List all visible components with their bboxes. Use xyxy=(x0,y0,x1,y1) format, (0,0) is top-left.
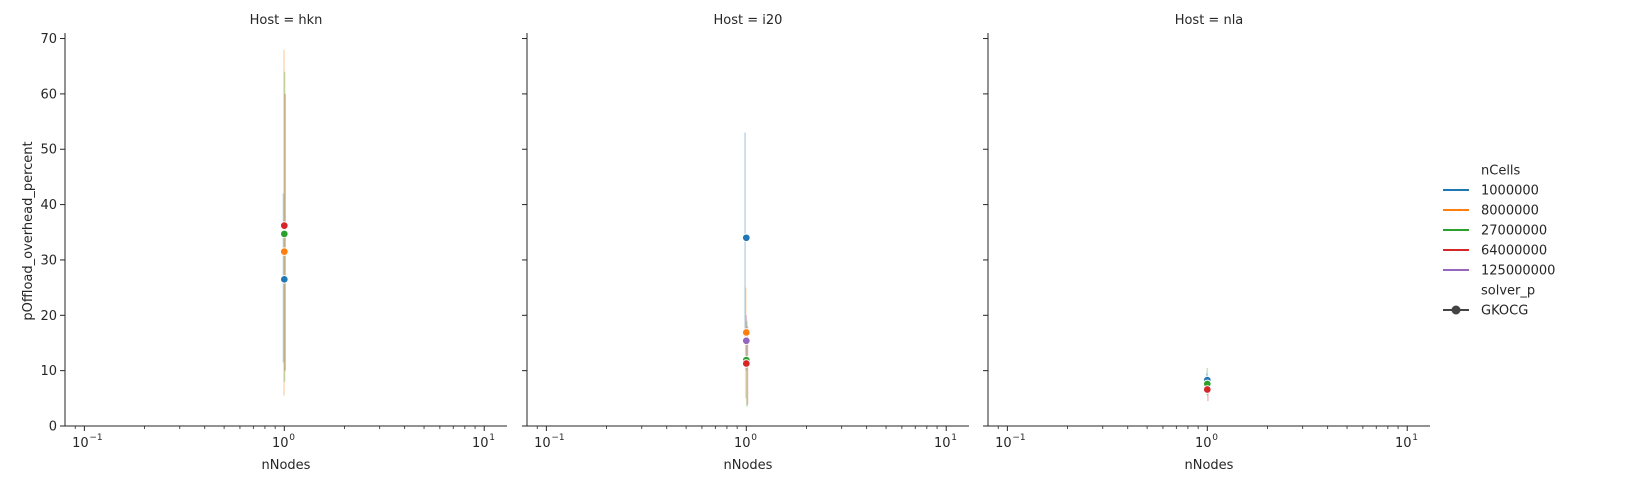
x-tick-label: 10 xyxy=(72,436,89,451)
data-point xyxy=(742,233,751,243)
data-point xyxy=(280,221,289,230)
legend-label: GKOCG xyxy=(1481,304,1528,319)
y-axis-label: pOffload_overhead_percent xyxy=(21,141,36,320)
x-tick-exponent: −1 xyxy=(1012,433,1025,443)
facet-title: Host = i20 xyxy=(714,13,783,28)
x-tick-exponent: 1 xyxy=(489,433,495,443)
legend-entry: 125000000 xyxy=(1443,264,1555,279)
x-tick-label: 10 xyxy=(734,436,751,451)
x-tick-exponent: −1 xyxy=(89,433,102,443)
x-tick-label: 10 xyxy=(1195,436,1212,451)
x-tick-exponent: 1 xyxy=(1412,433,1418,443)
legend-label: 27000000 xyxy=(1481,224,1547,239)
legend-label: 64000000 xyxy=(1481,244,1547,259)
legend-entry: 8000000 xyxy=(1443,204,1539,219)
legend-title-hue: nCells xyxy=(1481,164,1521,179)
x-tick-exponent: 0 xyxy=(1212,433,1218,443)
data-point xyxy=(742,336,751,346)
data-point xyxy=(742,328,751,337)
legend-entry: GKOCG xyxy=(1443,304,1528,319)
x-tick-label: 10 xyxy=(1395,436,1412,451)
x-tick-label: 10 xyxy=(534,436,551,451)
x-tick-label: 10 xyxy=(272,436,289,451)
legend-entry: 27000000 xyxy=(1443,224,1547,239)
legend: nCells 1000000 8000000 27000000 64000000 1250… xyxy=(1443,164,1555,319)
facet-title: Host = hkn xyxy=(250,13,323,28)
x-tick-exponent: 1 xyxy=(951,433,957,443)
y-tick-label: 30 xyxy=(40,253,57,268)
legend-label: 125000000 xyxy=(1481,264,1555,279)
data-point xyxy=(280,229,289,239)
legend-label: 8000000 xyxy=(1481,204,1539,219)
y-tick-label: 70 xyxy=(40,32,57,47)
facet-title: Host = nla xyxy=(1175,13,1244,28)
legend-marker-swatch xyxy=(1451,305,1461,315)
legend-entry: 64000000 xyxy=(1443,244,1547,259)
data-point xyxy=(280,275,289,284)
legend-label: 1000000 xyxy=(1481,184,1539,199)
y-tick-label: 20 xyxy=(40,309,57,324)
x-axis-label: nNodes xyxy=(262,458,311,473)
x-axis-label: nNodes xyxy=(1185,458,1234,473)
data-point xyxy=(280,247,289,256)
x-tick-exponent: 0 xyxy=(751,433,757,443)
x-tick-label: 10 xyxy=(995,436,1012,451)
data-point xyxy=(1203,385,1212,394)
legend-entry: 1000000 xyxy=(1443,184,1539,199)
data-point xyxy=(742,359,751,368)
x-axis-label: nNodes xyxy=(724,458,773,473)
y-tick-label: 40 xyxy=(40,198,57,213)
x-tick-label: 10 xyxy=(472,436,489,451)
y-tick-label: 60 xyxy=(40,87,57,102)
x-tick-label: 10 xyxy=(934,436,951,451)
x-tick-exponent: 0 xyxy=(289,433,295,443)
legend-title-style: solver_p xyxy=(1481,284,1535,299)
y-tick-label: 10 xyxy=(40,364,57,379)
y-tick-label: 0 xyxy=(49,420,57,435)
x-tick-exponent: −1 xyxy=(551,433,564,443)
y-tick-label: 50 xyxy=(40,143,57,158)
